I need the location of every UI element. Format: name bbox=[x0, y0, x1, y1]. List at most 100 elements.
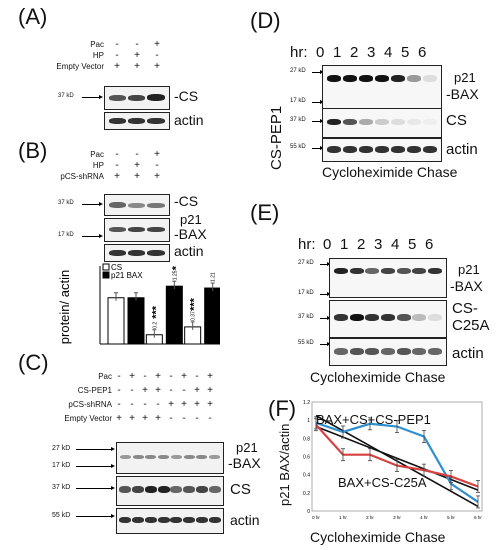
A-sign: + bbox=[114, 61, 120, 72]
E-hour: 6 bbox=[425, 236, 434, 253]
C-sign: - bbox=[143, 399, 147, 410]
panel-e-kd-27: 27 kD bbox=[298, 260, 314, 266]
panel-e-caption: Cycloheximide Chase bbox=[310, 369, 446, 385]
panel-d-kd-17: 17 kD bbox=[290, 98, 306, 104]
E-hour: 1 bbox=[340, 236, 349, 253]
panel-e-kd-55: 55 kD bbox=[298, 340, 314, 346]
C-sign: + bbox=[181, 399, 187, 410]
C-sign: - bbox=[169, 413, 173, 424]
panel-d-p21bax-blot bbox=[322, 65, 442, 109]
line-ytick: 0.6 bbox=[303, 455, 310, 461]
panel-b-kd-37-arrow bbox=[82, 202, 103, 206]
panel-b-kd-17-arrow bbox=[82, 234, 103, 238]
bar-data-label: 1.25 bbox=[172, 270, 178, 280]
panel-d-bax-label: -BAX bbox=[446, 86, 479, 102]
E-hour: 3 bbox=[374, 236, 383, 253]
B-sign: + bbox=[114, 171, 120, 182]
panel-c-cs-blot bbox=[116, 476, 224, 506]
panel-c-kd-37: 37 kD bbox=[52, 484, 71, 491]
panel-c-kd-27-arrow bbox=[76, 447, 115, 451]
panel-c-cs-label: CS bbox=[230, 481, 251, 498]
E-hour: 5 bbox=[408, 236, 417, 253]
D-hour: 4 bbox=[384, 44, 393, 61]
panel-c-p21bax-blot bbox=[116, 442, 224, 474]
E-hour: 4 bbox=[391, 236, 400, 253]
panel-c-kd-55: 55 kD bbox=[52, 512, 71, 519]
panel-d-hr-label: hr: bbox=[290, 44, 308, 61]
panel-d-kd-27-arrow bbox=[312, 70, 324, 74]
panel-d-kd-17-arrow bbox=[312, 100, 324, 104]
panel-b-actin-label: actin bbox=[174, 243, 204, 259]
line-xtick: 0 hr bbox=[312, 515, 320, 520]
bar-ylabel: protein/ actin bbox=[57, 270, 72, 344]
C-sign: - bbox=[130, 385, 134, 396]
C-sign: - bbox=[169, 385, 173, 396]
D-hour: 1 bbox=[333, 44, 342, 61]
A-sign: + bbox=[154, 61, 160, 72]
panel-c-actin-blot bbox=[116, 508, 224, 534]
C-row-label: Empty Vector bbox=[64, 414, 112, 423]
panel-c-actin-label: actin bbox=[230, 512, 260, 528]
B-sign: + bbox=[154, 149, 160, 160]
panel-e-c25a-label: C25A bbox=[452, 317, 490, 334]
panel-c-kd-17: 17 kD bbox=[52, 462, 71, 469]
C-sign: - bbox=[182, 385, 186, 396]
panel-a-label: (A) bbox=[18, 4, 48, 29]
panel-b-label: (B) bbox=[18, 138, 48, 163]
E-hour: 2 bbox=[357, 236, 366, 253]
panel-c-kd-17-arrow bbox=[76, 464, 115, 468]
panel-f-annotation-c25a: BAX+CS-C25A bbox=[338, 475, 427, 490]
panel-b-kd-37: 37 kD bbox=[58, 200, 74, 206]
B-row-label: HP bbox=[92, 161, 104, 170]
panel-d-kd-55-arrow bbox=[312, 146, 324, 150]
C-sign: + bbox=[142, 413, 148, 424]
C-sign: - bbox=[143, 371, 147, 382]
C-sign: + bbox=[181, 371, 187, 382]
panel-e-bax-label: -BAX bbox=[450, 278, 483, 294]
panel-c-kd-55-arrow bbox=[76, 514, 115, 518]
panel-e-kd-55-arrow bbox=[320, 342, 331, 346]
panel-d-kd-37: 37 kD bbox=[290, 117, 306, 123]
panel-d-kd-37-arrow bbox=[312, 119, 324, 123]
panel-d-caption: Cycloheximide Chase bbox=[322, 164, 458, 180]
bar-data-label: 0.2 bbox=[152, 322, 158, 329]
line-xtick: 6 hr bbox=[474, 515, 482, 520]
C-sign: + bbox=[207, 399, 213, 410]
bar-p21bax bbox=[204, 287, 220, 345]
E-hour: 0 bbox=[323, 236, 332, 253]
C-sign: - bbox=[130, 399, 134, 410]
panel-e-actin-label: actin bbox=[452, 345, 484, 362]
panel-a-actin-label: actin bbox=[174, 112, 204, 128]
panel-b-kd-17: 17 kD bbox=[58, 232, 74, 238]
panel-a-cs-blot bbox=[104, 86, 170, 110]
B-sign: + bbox=[134, 171, 140, 182]
C-row-label: pCS-shRNA bbox=[68, 400, 112, 409]
D-hour: 3 bbox=[367, 44, 376, 61]
panel-e-kd-37: 37 kD bbox=[298, 314, 314, 320]
B-row-label: pCS-shRNA bbox=[60, 172, 104, 181]
panel-b-bar-chart: protein/ actin 0.2***1.25*0.37***1.21CSp2… bbox=[57, 263, 220, 345]
panel-c-kd-27: 27 kD bbox=[52, 445, 71, 452]
C-sign: - bbox=[195, 371, 199, 382]
panel-d-p21-label: p21 bbox=[454, 70, 476, 85]
panel-f-ylabel: p21 BAX/actin bbox=[277, 423, 292, 506]
C-sign: + bbox=[142, 385, 148, 396]
legend-swatch-cs bbox=[102, 263, 110, 271]
A-sign: + bbox=[154, 39, 160, 50]
C-sign: - bbox=[117, 371, 121, 382]
C-row-label: Pac bbox=[98, 372, 112, 381]
legend-swatch-p21bax bbox=[102, 271, 110, 279]
panel-c-p21-label: p21 bbox=[236, 440, 258, 455]
line-plot-frame bbox=[311, 401, 483, 512]
panel-d-actin-blot bbox=[322, 138, 442, 162]
D-hour: 5 bbox=[401, 44, 410, 61]
C-sign: + bbox=[116, 413, 122, 424]
panel-e-label: (E) bbox=[250, 200, 280, 225]
A-sign: - bbox=[115, 50, 119, 61]
A-sign: + bbox=[134, 61, 140, 72]
C-sign: + bbox=[194, 385, 200, 396]
C-sign: - bbox=[156, 399, 160, 410]
panel-f-annotation-pep1: BAX+CS+CS-PEP1 bbox=[316, 412, 431, 427]
line-ytick: 1 bbox=[307, 418, 310, 424]
C-sign: - bbox=[169, 371, 173, 382]
